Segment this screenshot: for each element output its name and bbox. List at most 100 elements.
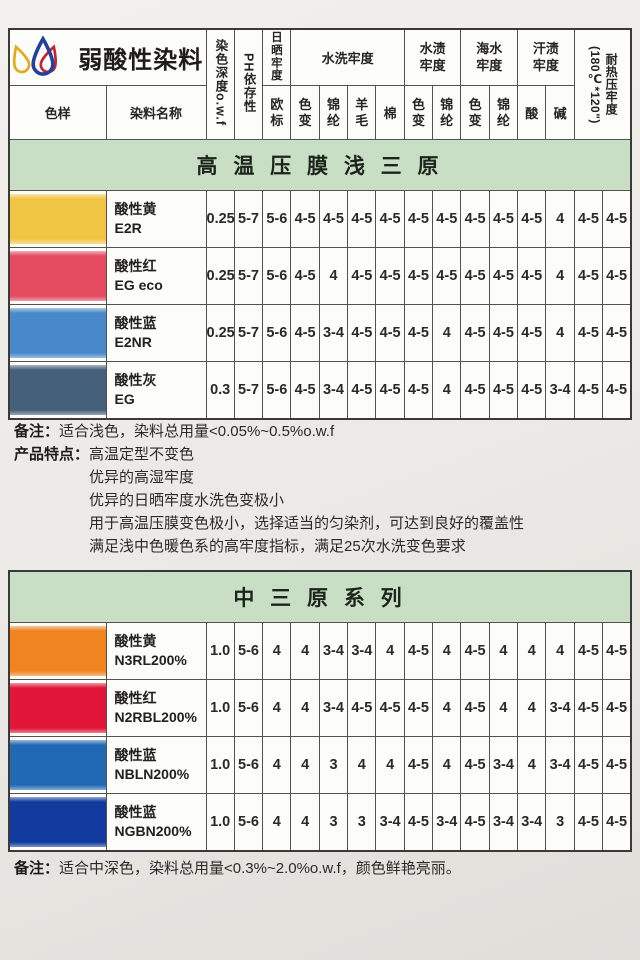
dye-name: 酸性蓝 <box>114 747 157 764</box>
col-header-dye-depth: 染色深度o.w.f <box>205 28 235 140</box>
fastness-value: 4-5 <box>573 304 604 362</box>
fastness-value: 4-5 <box>290 247 320 305</box>
fastness-value: 4-5 <box>517 304 547 362</box>
fastness-value: 4-5 <box>403 622 434 680</box>
fastness-value: 4-5 <box>602 304 632 362</box>
fastness-value: 4-5 <box>573 736 604 794</box>
heat-press-condition: (180℃*120") <box>587 45 602 124</box>
dye-name: 酸性灰 <box>114 372 157 389</box>
feature-item: 优异的日晒牢度水洗色变极小 <box>89 492 285 509</box>
header-group-row: 弱酸性染料 染色深度o.w.f PH依存性 日晒牢度 水洗牢度 水渍牢度 海水牢… <box>8 28 632 140</box>
fastness-value: 4-5 <box>290 304 320 362</box>
fastness-value: 4 <box>517 736 547 794</box>
dye-name-cell: 酸性红 EG eco <box>105 247 207 305</box>
group-header-water-stain-fastness: 水渍牢度 <box>403 28 462 86</box>
fastness-value: 4-5 <box>403 361 434 420</box>
remark-text: 适合浅色，染料总用量<0.05%~0.5%o.w.f <box>59 423 335 440</box>
swatch-cell <box>8 304 107 362</box>
heat-press-label: 耐热压牢度 <box>604 53 619 116</box>
fastness-value: 4-5 <box>602 679 632 737</box>
sub-header-acid: 酸 <box>517 85 547 140</box>
fastness-value: 3 <box>347 793 377 852</box>
fastness-value: 5-7 <box>233 247 264 305</box>
fastness-value: 4-5 <box>517 190 547 248</box>
fastness-value: 5-6 <box>262 190 292 248</box>
fastness-value: 4-5 <box>517 247 547 305</box>
dye-name-cell: 酸性蓝 NBLN200% <box>105 736 207 794</box>
fastness-value: 4-5 <box>347 679 377 737</box>
fastness-value: 4-5 <box>602 622 632 680</box>
fastness-value: 5-6 <box>233 679 264 737</box>
fastness-value: 4-5 <box>602 736 632 794</box>
fastness-value: 4 <box>432 736 462 794</box>
fastness-value: 4 <box>517 679 547 737</box>
fastness-value: 4-5 <box>375 190 405 248</box>
fastness-value: 4-5 <box>375 361 405 420</box>
dye-name-cell: 酸性黄 E2R <box>105 190 207 248</box>
fastness-value: 4-5 <box>460 679 490 737</box>
fastness-value: 4-5 <box>375 247 405 305</box>
color-swatch <box>10 683 105 733</box>
fastness-value: 4-5 <box>602 190 632 248</box>
fastness-value: 4-5 <box>403 304 434 362</box>
fastness-value: 4-5 <box>602 361 632 420</box>
fastness-value: 4 <box>290 736 320 794</box>
fastness-value: 4 <box>262 793 292 852</box>
dye-code: N3RL200% <box>114 652 187 668</box>
fastness-value: 3 <box>545 793 575 852</box>
fastness-value: 4-5 <box>318 190 349 248</box>
section-banner-light-trichromatic: 高 温 压 膜 浅 三 原 <box>8 139 632 191</box>
fastness-value: 4 <box>262 736 292 794</box>
dye-name: 酸性黄 <box>114 633 157 650</box>
fastness-value: 4 <box>488 679 519 737</box>
col-header-dye-name: 染料名称 <box>105 85 207 140</box>
color-swatch <box>10 194 105 244</box>
dye-row: 酸性蓝 E2NR 0.25 5-7 5-6 4-5 3-4 4-5 4-5 4-5 4 4-5 4… <box>8 304 632 362</box>
dye-row: 酸性红 EG eco 0.25 5-7 5-6 4-5 4 4-5 4-5 4-5 4-5 4-… <box>8 247 632 305</box>
section-banner-medium-trichromatic: 中 三 原 系 列 <box>8 570 632 623</box>
sub-header-alkali: 碱 <box>545 85 575 140</box>
dye-name-cell: 酸性红 N2RBL200% <box>105 679 207 737</box>
fastness-value: 4-5 <box>403 247 434 305</box>
fastness-value: 3-4 <box>517 793 547 852</box>
dye-code: EG eco <box>114 277 163 293</box>
col-header-ph-dependency: PH依存性 <box>233 28 264 140</box>
fastness-value: 4 <box>488 622 519 680</box>
fastness-value: 4 <box>432 361 462 420</box>
feature-item: 高温定型不变色 <box>89 446 195 463</box>
fastness-value: 5-6 <box>262 247 292 305</box>
light-trichromatic-table: 弱酸性染料 染色深度o.w.f PH依存性 日晒牢度 水洗牢度 水渍牢度 海水牢… <box>8 28 632 420</box>
dye-name: 酸性黄 <box>114 201 157 218</box>
fastness-value: 4-5 <box>573 247 604 305</box>
group-header-seawater-fastness: 海水牢度 <box>460 28 519 86</box>
group-header-wash-fastness: 水洗牢度 <box>290 28 405 86</box>
fastness-value: 4 <box>432 304 462 362</box>
fastness-value: 4-5 <box>403 190 434 248</box>
fastness-value: 5-6 <box>262 361 292 420</box>
fastness-value: 4-5 <box>488 247 519 305</box>
remark-text: 适合中深色，染料总用量<0.3%~2.0%o.w.f，颜色鲜艳亮丽。 <box>59 860 461 877</box>
sub-header-color-change: 色变 <box>403 85 434 140</box>
fastness-value: 3-4 <box>545 736 575 794</box>
fastness-value: 3-4 <box>318 361 349 420</box>
fastness-value: 4 <box>262 622 292 680</box>
fastness-value: 3 <box>318 793 349 852</box>
fastness-value: 4-5 <box>432 247 462 305</box>
color-swatch <box>10 797 105 847</box>
fastness-value: 5-7 <box>233 361 264 420</box>
dye-code: N2RBL200% <box>114 709 197 725</box>
fastness-value: 4 <box>347 736 377 794</box>
fastness-value: 4-5 <box>460 190 490 248</box>
sub-header-cotton: 棉 <box>375 85 405 140</box>
medium-trichromatic-table: 中 三 原 系 列 酸性黄 N3RL200% 1.0 5-6 4 4 3-4 3-4 4 4… <box>8 570 632 852</box>
dye-name-cell: 酸性黄 N3RL200% <box>105 622 207 680</box>
fastness-value: 4-5 <box>488 304 519 362</box>
dye-code: NBLN200% <box>114 766 190 782</box>
fastness-value: 4-5 <box>460 736 490 794</box>
fastness-value: 4-5 <box>517 361 547 420</box>
sub-header-nylon: 锦纶 <box>318 85 349 140</box>
fastness-value: 3-4 <box>488 736 519 794</box>
fastness-value: 3-4 <box>432 793 462 852</box>
fastness-value: 5-6 <box>233 736 264 794</box>
remark-label: 备注： <box>14 423 60 440</box>
